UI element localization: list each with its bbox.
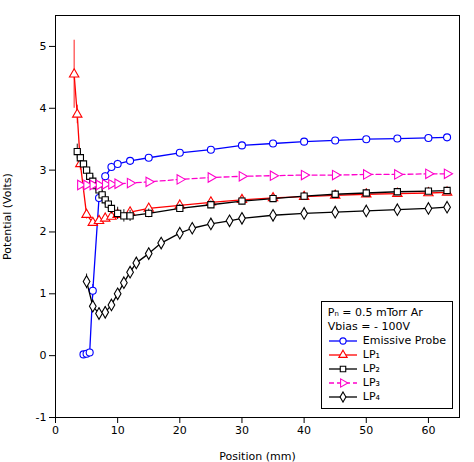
svg-text:10: 10 <box>111 424 125 437</box>
svg-text:3: 3 <box>40 164 47 177</box>
html-text:LP₂: LP₂ <box>362 362 380 375</box>
html-text:LP₃: LP₃ <box>362 376 380 389</box>
svg-text:30: 30 <box>235 424 249 437</box>
svg-text:0: 0 <box>52 424 59 437</box>
svg-text:20: 20 <box>173 424 187 437</box>
svg-text:Potential (Volts): Potential (Volts) <box>1 173 14 260</box>
svg-text:60: 60 <box>421 424 435 437</box>
html-text:Pₙ = 0.5 mTorr Ar: Pₙ = 0.5 mTorr Ar <box>327 306 423 319</box>
svg-text:2: 2 <box>40 225 47 238</box>
svg-text:40: 40 <box>297 424 311 437</box>
svg-text:-1: -1 <box>36 411 47 424</box>
html-text:LP₁: LP₁ <box>362 348 380 361</box>
svg-text:4: 4 <box>40 102 47 115</box>
html-text:Emissive Probe: Emissive Probe <box>362 334 446 347</box>
svg-text:Position (mm): Position (mm) <box>219 450 295 462</box>
svg-text:5: 5 <box>40 40 47 53</box>
html-text:Vbias = - 100V: Vbias = - 100V <box>327 320 410 333</box>
svg-text:50: 50 <box>359 424 373 437</box>
svg-text:1: 1 <box>40 287 47 300</box>
html-text:LP₄: LP₄ <box>362 390 380 403</box>
svg-text:0: 0 <box>40 349 47 362</box>
